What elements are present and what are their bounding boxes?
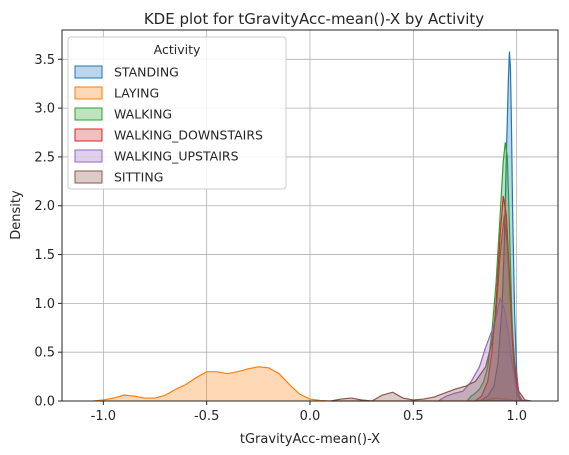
x-tick-label: -0.5 [194, 409, 219, 424]
legend-label: LAYING [114, 86, 159, 101]
legend-box [67, 36, 287, 190]
legend-item-walking_upstairs: WALKING_UPSTAIRS [74, 149, 239, 164]
legend-item-sitting: SITTING [74, 170, 163, 185]
series-area-laying [93, 366, 517, 401]
legend-item-standing: STANDING [74, 65, 179, 80]
y-tick-label: 3.5 [34, 53, 55, 68]
y-tick-label: 0.0 [34, 395, 55, 410]
y-axis-ticks: 0.0 0.5 1.0 1.5 2.0 2.5 3.0 3.5 [34, 53, 62, 410]
x-axis-ticks: -1.0 -0.5 0.0 0.5 1.0 [91, 401, 527, 424]
series-line-walking_upstairs [437, 296, 524, 402]
legend-label: WALKING_UPSTAIRS [114, 149, 239, 164]
legend-swatch [74, 86, 103, 100]
y-tick-label: 1.0 [34, 297, 55, 312]
legend-items: STANDING LAYING WALKING WALKING_DOWNSTAIRS W… [74, 65, 263, 185]
y-tick-label: 1.5 [34, 248, 55, 263]
x-tick-label: 0.5 [403, 409, 424, 424]
legend-title: Activity [154, 42, 201, 57]
y-tick-label: 3.0 [34, 102, 55, 117]
series-layer [92, 51, 532, 402]
series-area-walking [467, 142, 521, 401]
legend-swatch [74, 170, 103, 184]
chart-title: KDE plot for tGravityAcc-mean()-X by Act… [144, 10, 484, 28]
legend-swatch [74, 107, 103, 121]
y-tick-label: 2.0 [34, 199, 55, 214]
legend: Activity STANDING LAYING WALKING WALKING_DO… [67, 36, 287, 190]
x-tick-label: 0.0 [300, 409, 321, 424]
legend-label: WALKING [114, 107, 172, 122]
legend-swatch [74, 65, 103, 79]
series-line-walking_downstairs [474, 195, 526, 402]
series-line-sitting [330, 215, 532, 402]
series-area-standing [479, 51, 521, 401]
y-axis-label: Density [9, 190, 24, 240]
legend-swatch [74, 128, 103, 142]
x-tick-label: -1.0 [91, 409, 116, 424]
x-tick-label: 1.0 [506, 409, 527, 424]
legend-item-walking: WALKING [74, 107, 172, 122]
legend-label: WALKING_DOWNSTAIRS [114, 128, 263, 143]
legend-swatch [74, 149, 103, 163]
series-area-sitting [330, 215, 532, 401]
legend-label: SITTING [114, 170, 163, 185]
x-axis-label: tGravityAcc-mean()-X [240, 432, 380, 447]
series-area-walking_upstairs [438, 298, 523, 401]
legend-item-walking_downstairs: WALKING_DOWNSTAIRS [74, 128, 263, 143]
series-line-standing [479, 51, 522, 402]
legend-item-laying: LAYING [74, 86, 159, 101]
legend-label: STANDING [114, 65, 179, 80]
y-tick-label: 0.5 [34, 346, 55, 361]
y-tick-label: 2.5 [34, 150, 55, 165]
